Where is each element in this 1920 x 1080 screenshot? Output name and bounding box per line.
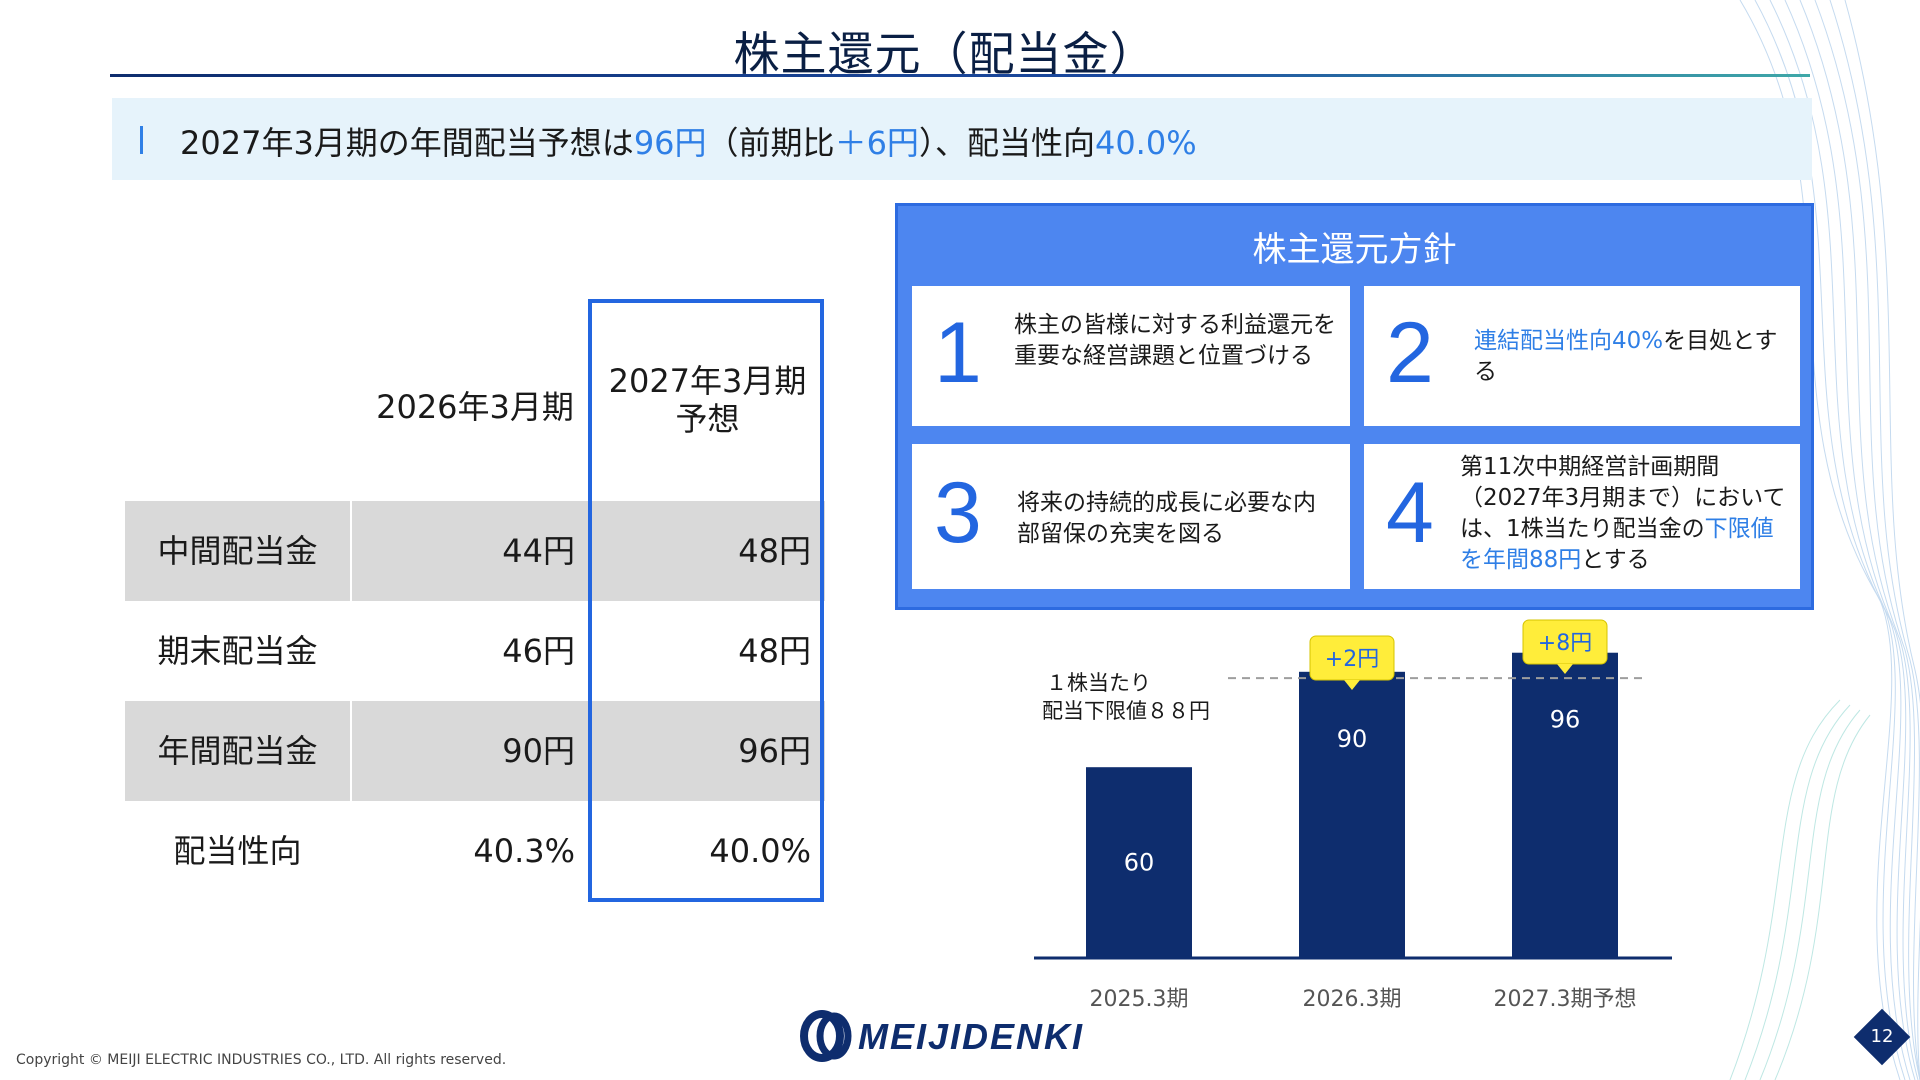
- chart-canvas: 60 2025.3期 90 2026.3期 96 2027.3期予想 １株当たり配当下限値８…: [1034, 619, 1672, 1012]
- logo-mark-icon: [800, 1010, 852, 1062]
- row-separator: [350, 501, 352, 601]
- policy-text: 株主の皆様に対する利益還元を重要な経営課題と位置づける: [1014, 312, 1336, 369]
- chart-bar: [1512, 652, 1618, 958]
- x-tick-label: 2025.3期: [1090, 987, 1189, 1012]
- policy-number: 3: [934, 465, 982, 561]
- row-value-fy2026: 46円: [502, 632, 575, 670]
- policy-item-2: 2 連結配当性向40%を目処とする: [1364, 286, 1800, 426]
- chart-bar: [1299, 671, 1405, 958]
- chart-bar: [1086, 767, 1192, 958]
- table-row-payout: 配当性向 40.3% 40.0%: [125, 801, 825, 901]
- company-logo: MEIJIDENKI: [800, 1010, 1130, 1066]
- policy-text: 第11次中期経営計画期間（2027年3月期まで）においては、1株当たり配当金の下…: [1460, 452, 1786, 576]
- table-header-fy2026: 2026年3月期: [376, 388, 574, 426]
- callout-label: +2円: [1325, 647, 1379, 672]
- dividend-bar-chart: 60 2025.3期 90 2026.3期 96 2027.3期予想 １株当たり配当下限値８…: [1000, 600, 1700, 1020]
- policy-text: 将来の持続的成長に必要な内部留保の充実を図る: [1017, 490, 1316, 547]
- page-title: 株主還元（配当金）: [733, 27, 1157, 81]
- row-value-fy2026: 40.3%: [473, 832, 575, 870]
- x-tick-label: 2027.3期予想: [1494, 987, 1637, 1012]
- policy-number: 2: [1386, 305, 1434, 401]
- decorative-wave-lines: [1729, 0, 1920, 1080]
- row-value-fy2026: 90円: [502, 732, 575, 770]
- callout-pointer: [1344, 680, 1360, 690]
- policy-text-highlight: 連結配当性向40%: [1474, 328, 1664, 354]
- floor-label-line2: 配当下限値８８円: [1042, 699, 1210, 723]
- table-row-annual: 年間配当金 90円 96円: [125, 701, 825, 801]
- row-value-fy2027: 48円: [738, 632, 811, 670]
- table-row-yearend: 期末配当金 46円 48円: [125, 601, 825, 701]
- copyright-text: Copyright © MEIJI ELECTRIC INDUSTRIES CO…: [16, 1052, 507, 1068]
- banner-payout: 40.0%: [1094, 124, 1197, 162]
- banner-accent-bar: [140, 126, 143, 154]
- logo-wordmark: MEIJIDENKI: [858, 1016, 1085, 1057]
- banner-amount: 96円: [633, 124, 707, 162]
- title-underline: [110, 74, 1810, 77]
- policy-number: 4: [1386, 465, 1434, 561]
- page-number: 12: [1870, 1026, 1894, 1047]
- banner-part3: ）、配当性向: [918, 124, 1095, 162]
- banner-change: ＋6円: [834, 124, 919, 162]
- policy-text-rest: を目処とする: [1474, 328, 1778, 385]
- shareholder-return-policy: 株主還元方針 1 株主の皆様に対する利益還元を重要な経営課題と位置づける 2 連…: [895, 203, 1814, 610]
- table-header-fy2027: 2027年3月期 予想: [595, 362, 820, 438]
- row-label: 中間配当金: [157, 532, 318, 570]
- row-value-fy2027: 96円: [738, 732, 811, 770]
- row-value-fy2027: 48円: [738, 532, 811, 570]
- summary-banner: 2027年3月期の年間配当予想は96円（前期比＋6円）、配当性向40.0%: [112, 98, 1812, 180]
- table-header-fy2027-line1: 2027年3月期: [608, 362, 807, 400]
- row-label: 期末配当金: [157, 632, 318, 670]
- policy-item-4: 4 第11次中期経営計画期間（2027年3月期まで）においては、1株当たり配当金…: [1364, 444, 1800, 589]
- x-tick-label: 2026.3期: [1303, 987, 1402, 1012]
- policy-number: 1: [934, 305, 982, 401]
- bar-value-label: 60: [1124, 849, 1155, 877]
- policy-item-3: 3 将来の持続的成長に必要な内部留保の充実を図る: [912, 444, 1350, 589]
- banner-part1: 2027年3月期の年間配当予想は: [180, 124, 634, 162]
- policy-item-1: 1 株主の皆様に対する利益還元を重要な経営課題と位置づける: [912, 286, 1350, 426]
- row-value-fy2026: 44円: [502, 532, 575, 570]
- policy-title: 株主還元方針: [1252, 230, 1457, 270]
- callout-pointer: [1557, 664, 1573, 674]
- policy-text: 連結配当性向40%を目処とする: [1474, 326, 1786, 388]
- policy-text-b: とする: [1581, 547, 1650, 573]
- row-label: 年間配当金: [157, 732, 318, 770]
- bar-value-label: 96: [1550, 706, 1581, 734]
- bar-value-label: 90: [1337, 725, 1368, 753]
- policy-text-highlight: 下限値を年間88円: [1460, 516, 1774, 573]
- row-value-fy2027: 40.0%: [709, 832, 811, 870]
- policy-text-a: 第11次中期経営計画期間（2027年3月期まで）においては、1株当たり配当金の: [1460, 454, 1786, 542]
- table-header-fy2027-line2: 予想: [675, 400, 740, 438]
- forecast-column-highlight: [588, 299, 824, 902]
- row-label: 配当性向: [173, 832, 302, 870]
- floor-label-line1: １株当たり: [1046, 671, 1151, 695]
- banner-text: 2027年3月期の年間配当予想は96円（前期比＋6円）、配当性向40.0%: [180, 118, 1197, 164]
- banner-part2: （前期比: [706, 124, 835, 162]
- row-separator: [350, 701, 352, 801]
- table-row-interim: 中間配当金 44円 48円: [125, 501, 825, 601]
- callout-label: +8円: [1538, 631, 1592, 656]
